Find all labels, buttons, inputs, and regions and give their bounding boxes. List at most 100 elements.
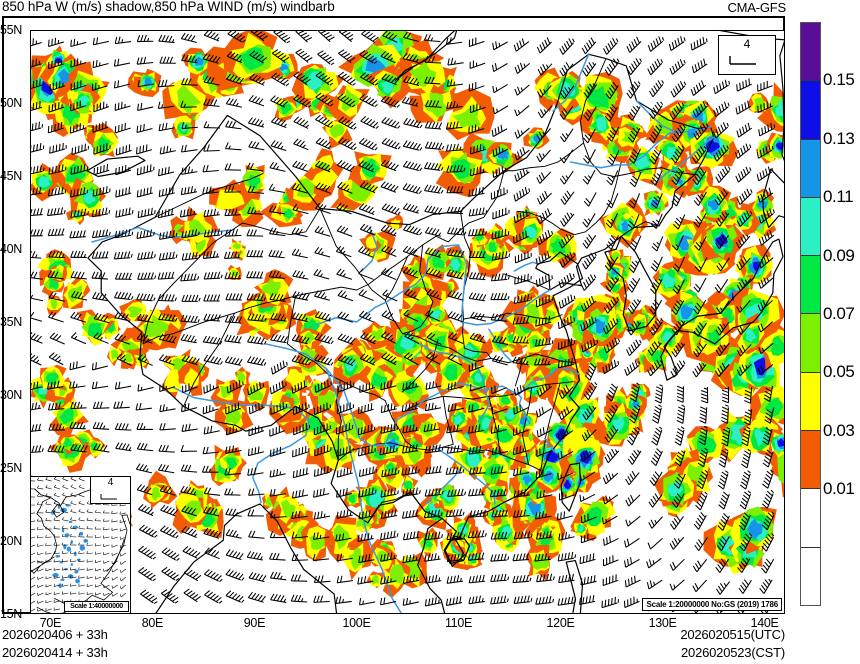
wind-barb — [513, 38, 530, 52]
wind-barb — [268, 205, 286, 215]
shading-contour — [370, 327, 384, 342]
wind-barb — [246, 162, 263, 172]
wind-barb — [291, 227, 308, 238]
wind-barb — [447, 57, 464, 66]
wind-barb — [92, 59, 109, 69]
wind-barb — [627, 277, 641, 293]
wind-barb — [445, 121, 463, 130]
wind-barb — [715, 211, 730, 227]
wind-barb — [203, 208, 220, 218]
wind-barb — [513, 209, 530, 224]
wind-barb — [514, 127, 530, 139]
shading-contour — [307, 416, 324, 432]
wind-barb — [224, 208, 241, 217]
wind-barb — [626, 58, 642, 76]
wind-barb — [158, 251, 178, 261]
inset-shading-blob — [60, 578, 65, 581]
wind-barb — [712, 122, 729, 139]
shading-contour — [680, 304, 694, 320]
inset-map-south-china-sea[interactable]: 4 Scale 1:40000000 — [30, 476, 131, 614]
colorbar-band — [801, 546, 820, 605]
footer-init-utc: 2026020406 + 33h — [2, 627, 108, 642]
wind-barb — [756, 144, 774, 159]
wind-barb — [425, 99, 442, 108]
wind-barb — [401, 96, 419, 107]
wind-barb — [269, 161, 286, 172]
wind-barb — [315, 137, 332, 150]
wind-barb — [536, 208, 553, 225]
wind-barb — [203, 31, 220, 42]
wind-barb — [628, 193, 641, 209]
lon-tick-label: 100E — [342, 616, 371, 630]
wind-barb — [380, 268, 397, 281]
wind-barb — [491, 63, 508, 73]
wind-barb — [492, 207, 510, 220]
wind-barb — [514, 62, 531, 74]
wind-barb — [650, 170, 663, 186]
shading-contour — [216, 189, 245, 210]
wind-barb — [649, 278, 663, 294]
wind-barb — [70, 208, 89, 218]
shading-contour — [611, 251, 621, 261]
wind-barb — [514, 273, 532, 285]
shading-contour — [296, 177, 319, 198]
wind-barb — [558, 272, 575, 289]
wind-barb — [424, 205, 443, 215]
wind-barb — [693, 191, 707, 207]
wind-barb — [31, 229, 44, 237]
wind-barb — [490, 187, 508, 200]
wind-barb — [31, 58, 42, 68]
wind-barb — [270, 95, 288, 108]
wind-barb — [559, 38, 575, 55]
shading-contour — [578, 525, 584, 532]
wind-barb — [158, 186, 175, 198]
shading-contour — [122, 352, 134, 364]
lon-tick-label: 70E — [39, 616, 62, 630]
wind-barb — [490, 293, 510, 301]
wind-barb — [115, 144, 132, 156]
wind-barb — [649, 299, 663, 315]
lon-tick-label: 130E — [648, 616, 677, 630]
wind-barb — [180, 144, 198, 153]
wind-barb — [93, 101, 110, 113]
wind-barb — [115, 207, 134, 218]
wind-barb — [31, 143, 45, 153]
shading-contour — [770, 335, 784, 356]
wind-barb — [513, 187, 531, 202]
wind-barb — [70, 270, 87, 280]
shading-contour — [329, 123, 345, 139]
wind-barb — [247, 185, 265, 194]
wind-barb — [581, 37, 597, 55]
shading-contour — [282, 208, 295, 220]
colorbar-band — [801, 80, 820, 139]
wind-barb — [91, 271, 108, 280]
shading-contour — [370, 372, 388, 387]
shading-contour — [720, 307, 735, 324]
shading-contour — [423, 92, 447, 118]
wind-barb — [627, 127, 641, 143]
wind-barb — [247, 206, 264, 215]
wind-barb — [559, 170, 574, 185]
wind-barb — [580, 274, 597, 291]
shading-contour — [400, 333, 415, 351]
wind-barb — [559, 149, 574, 164]
wind-barb — [273, 31, 291, 44]
wind-barb — [225, 97, 242, 108]
wind-barb — [757, 101, 773, 113]
shading-contour — [501, 396, 511, 405]
colorbar-band — [801, 138, 820, 197]
wind-barb — [338, 137, 357, 151]
wind-barb — [358, 160, 375, 173]
shading-contour — [389, 563, 405, 585]
wind-barb — [291, 291, 310, 301]
wind-barb — [202, 164, 219, 173]
wind-barb — [671, 124, 686, 143]
wind-barb — [31, 38, 42, 47]
shading-contour — [587, 85, 609, 109]
wind-barb — [694, 236, 707, 251]
wind-barb — [627, 105, 641, 121]
wind-barb — [583, 149, 596, 164]
wind-barb — [560, 190, 575, 205]
wind-barb — [628, 148, 641, 164]
map-panel[interactable]: 4 Scale 1:20000000 No:GS (2019) 1786 — [30, 30, 785, 614]
